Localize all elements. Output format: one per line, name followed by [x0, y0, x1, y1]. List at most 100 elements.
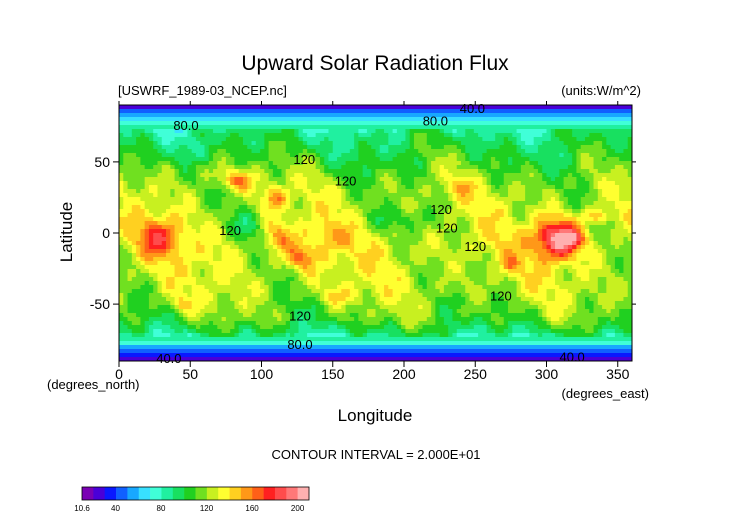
heatmap-cell: [294, 209, 299, 214]
heatmap-cell: [217, 193, 222, 198]
heatmap-cell: [388, 201, 394, 206]
heatmap-cell: [208, 213, 214, 218]
heatmap-cell: [371, 201, 376, 206]
heatmap-cell: [136, 117, 141, 122]
heatmap-cell: [119, 261, 124, 266]
heatmap-cell: [439, 253, 445, 258]
heatmap-cell: [200, 153, 205, 158]
heatmap-cell: [170, 197, 175, 202]
heatmap-cell: [461, 233, 466, 238]
heatmap-cell: [345, 173, 351, 178]
heatmap-cell: [225, 205, 231, 210]
heatmap-cell: [204, 125, 210, 130]
heatmap-cell: [580, 185, 586, 190]
heatmap-cell: [516, 193, 522, 198]
heatmap-cell: [593, 261, 599, 266]
heatmap-cell: [294, 269, 299, 274]
heatmap-cell: [319, 261, 325, 266]
heatmap-cell: [264, 165, 270, 170]
heatmap-cell: [345, 249, 351, 254]
heatmap-cell: [512, 185, 517, 190]
heatmap-cell: [469, 165, 475, 170]
heatmap-cell: [448, 157, 453, 162]
heatmap-cell: [593, 229, 599, 234]
heatmap-cell: [311, 185, 317, 190]
heatmap-cell: [495, 213, 500, 218]
heatmap-cell: [597, 169, 603, 174]
heatmap-cell: [277, 141, 282, 146]
heatmap-cell: [503, 177, 509, 182]
heatmap-cell: [614, 265, 620, 270]
heatmap-cell: [384, 121, 389, 126]
heatmap-cell: [610, 145, 616, 150]
heatmap-cell: [533, 233, 539, 238]
heatmap-cell: [473, 161, 479, 166]
heatmap-cell: [208, 241, 214, 246]
heatmap-cell: [606, 233, 612, 238]
heatmap-cell: [452, 157, 458, 162]
heatmap-cell: [127, 233, 133, 238]
heatmap-cell: [294, 125, 299, 130]
heatmap-cell: [610, 181, 616, 186]
heatmap-cell: [264, 241, 270, 246]
heatmap-cell: [461, 125, 466, 130]
heatmap-cell: [290, 265, 295, 270]
heatmap-cell: [157, 173, 163, 178]
heatmap-cell: [285, 161, 291, 166]
heatmap-cell: [251, 161, 257, 166]
heatmap-cell: [490, 117, 496, 122]
heatmap-cell: [602, 105, 607, 110]
heatmap-cell: [559, 173, 565, 178]
heatmap-cell: [332, 269, 338, 274]
heatmap-cell: [234, 113, 240, 118]
heatmap-cell: [465, 153, 470, 158]
heatmap-cell: [456, 197, 462, 202]
heatmap-cell: [247, 189, 252, 194]
heatmap-cell: [409, 185, 415, 190]
heatmap-cell: [392, 125, 398, 130]
heatmap-cell: [610, 197, 616, 202]
heatmap-cell: [469, 161, 475, 166]
heatmap-cell: [337, 129, 342, 134]
heatmap-cell: [144, 201, 150, 206]
heatmap-cell: [272, 177, 278, 182]
heatmap-cell: [478, 185, 483, 190]
heatmap-cell: [431, 229, 436, 234]
heatmap-cell: [170, 165, 175, 170]
heatmap-cell: [302, 189, 308, 194]
heatmap-cell: [499, 233, 505, 238]
heatmap-cell: [119, 149, 124, 154]
heatmap-cell: [153, 105, 158, 110]
heatmap-cell: [170, 173, 175, 178]
heatmap-cell: [422, 233, 428, 238]
heatmap-cell: [319, 225, 325, 230]
heatmap-cell: [328, 257, 334, 262]
heatmap-cell: [345, 257, 351, 262]
heatmap-cell: [555, 129, 560, 134]
heatmap-cell: [371, 109, 376, 114]
heatmap-cell: [264, 213, 270, 218]
heatmap-cell: [277, 145, 282, 150]
heatmap-cell: [619, 265, 624, 270]
heatmap-cell: [337, 121, 342, 126]
heatmap-cell: [473, 249, 479, 254]
heatmap-cell: [204, 109, 210, 114]
heatmap-cell: [580, 153, 586, 158]
units-label: (units:W/m^2): [561, 83, 641, 98]
heatmap-cell: [495, 225, 500, 230]
heatmap-cell: [183, 157, 188, 162]
heatmap-cell: [439, 109, 445, 114]
heatmap-cell: [533, 105, 539, 110]
heatmap-cell: [473, 193, 479, 198]
heatmap-cell: [456, 121, 462, 126]
heatmap-cell: [542, 181, 547, 186]
heatmap-cell: [469, 229, 475, 234]
heatmap-cell: [422, 261, 428, 266]
heatmap-cell: [597, 129, 603, 134]
heatmap-cell: [435, 121, 441, 126]
heatmap-cell: [174, 161, 180, 166]
heatmap-cell: [452, 201, 458, 206]
heatmap-cell: [349, 225, 355, 230]
heatmap-cell: [187, 257, 193, 262]
heatmap-cell: [396, 121, 402, 126]
